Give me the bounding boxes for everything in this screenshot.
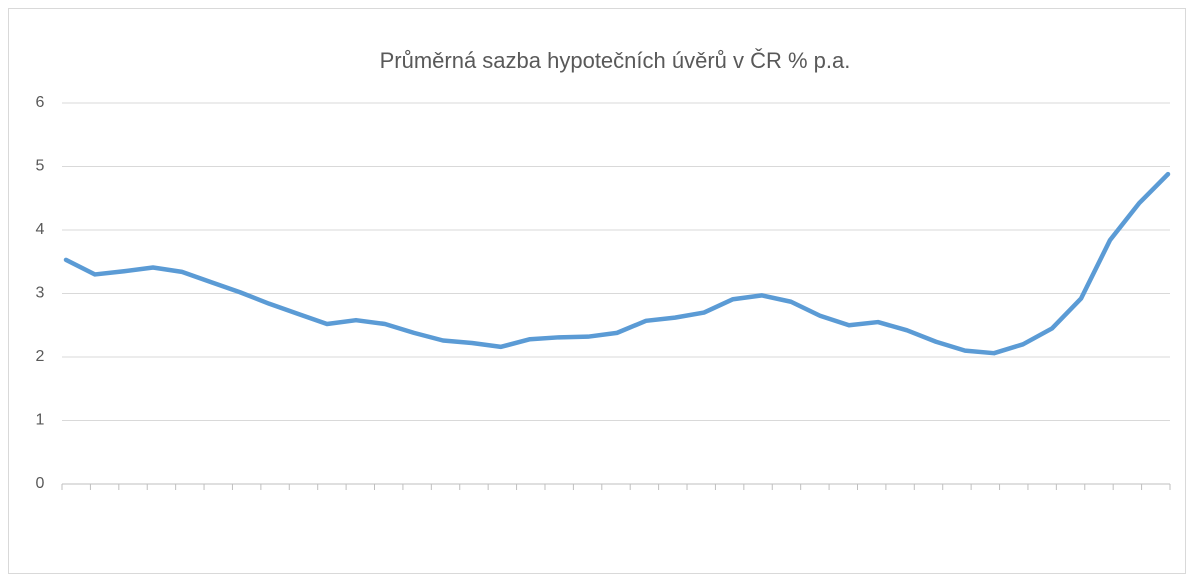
chart-title: Průměrná sazba hypotečních úvěrů v ČR % … — [380, 48, 851, 73]
y-tick-label: 3 — [36, 285, 45, 302]
line-series — [63, 171, 1171, 356]
y-tick-label: 1 — [36, 412, 45, 429]
y-tick-label: 2 — [36, 348, 45, 365]
y-tick-label: 0 — [36, 475, 45, 492]
y-tick-label: 6 — [36, 94, 45, 111]
y-tick-label: 5 — [36, 158, 45, 175]
chart-border — [8, 8, 1186, 574]
y-tick-label: 4 — [36, 221, 45, 238]
